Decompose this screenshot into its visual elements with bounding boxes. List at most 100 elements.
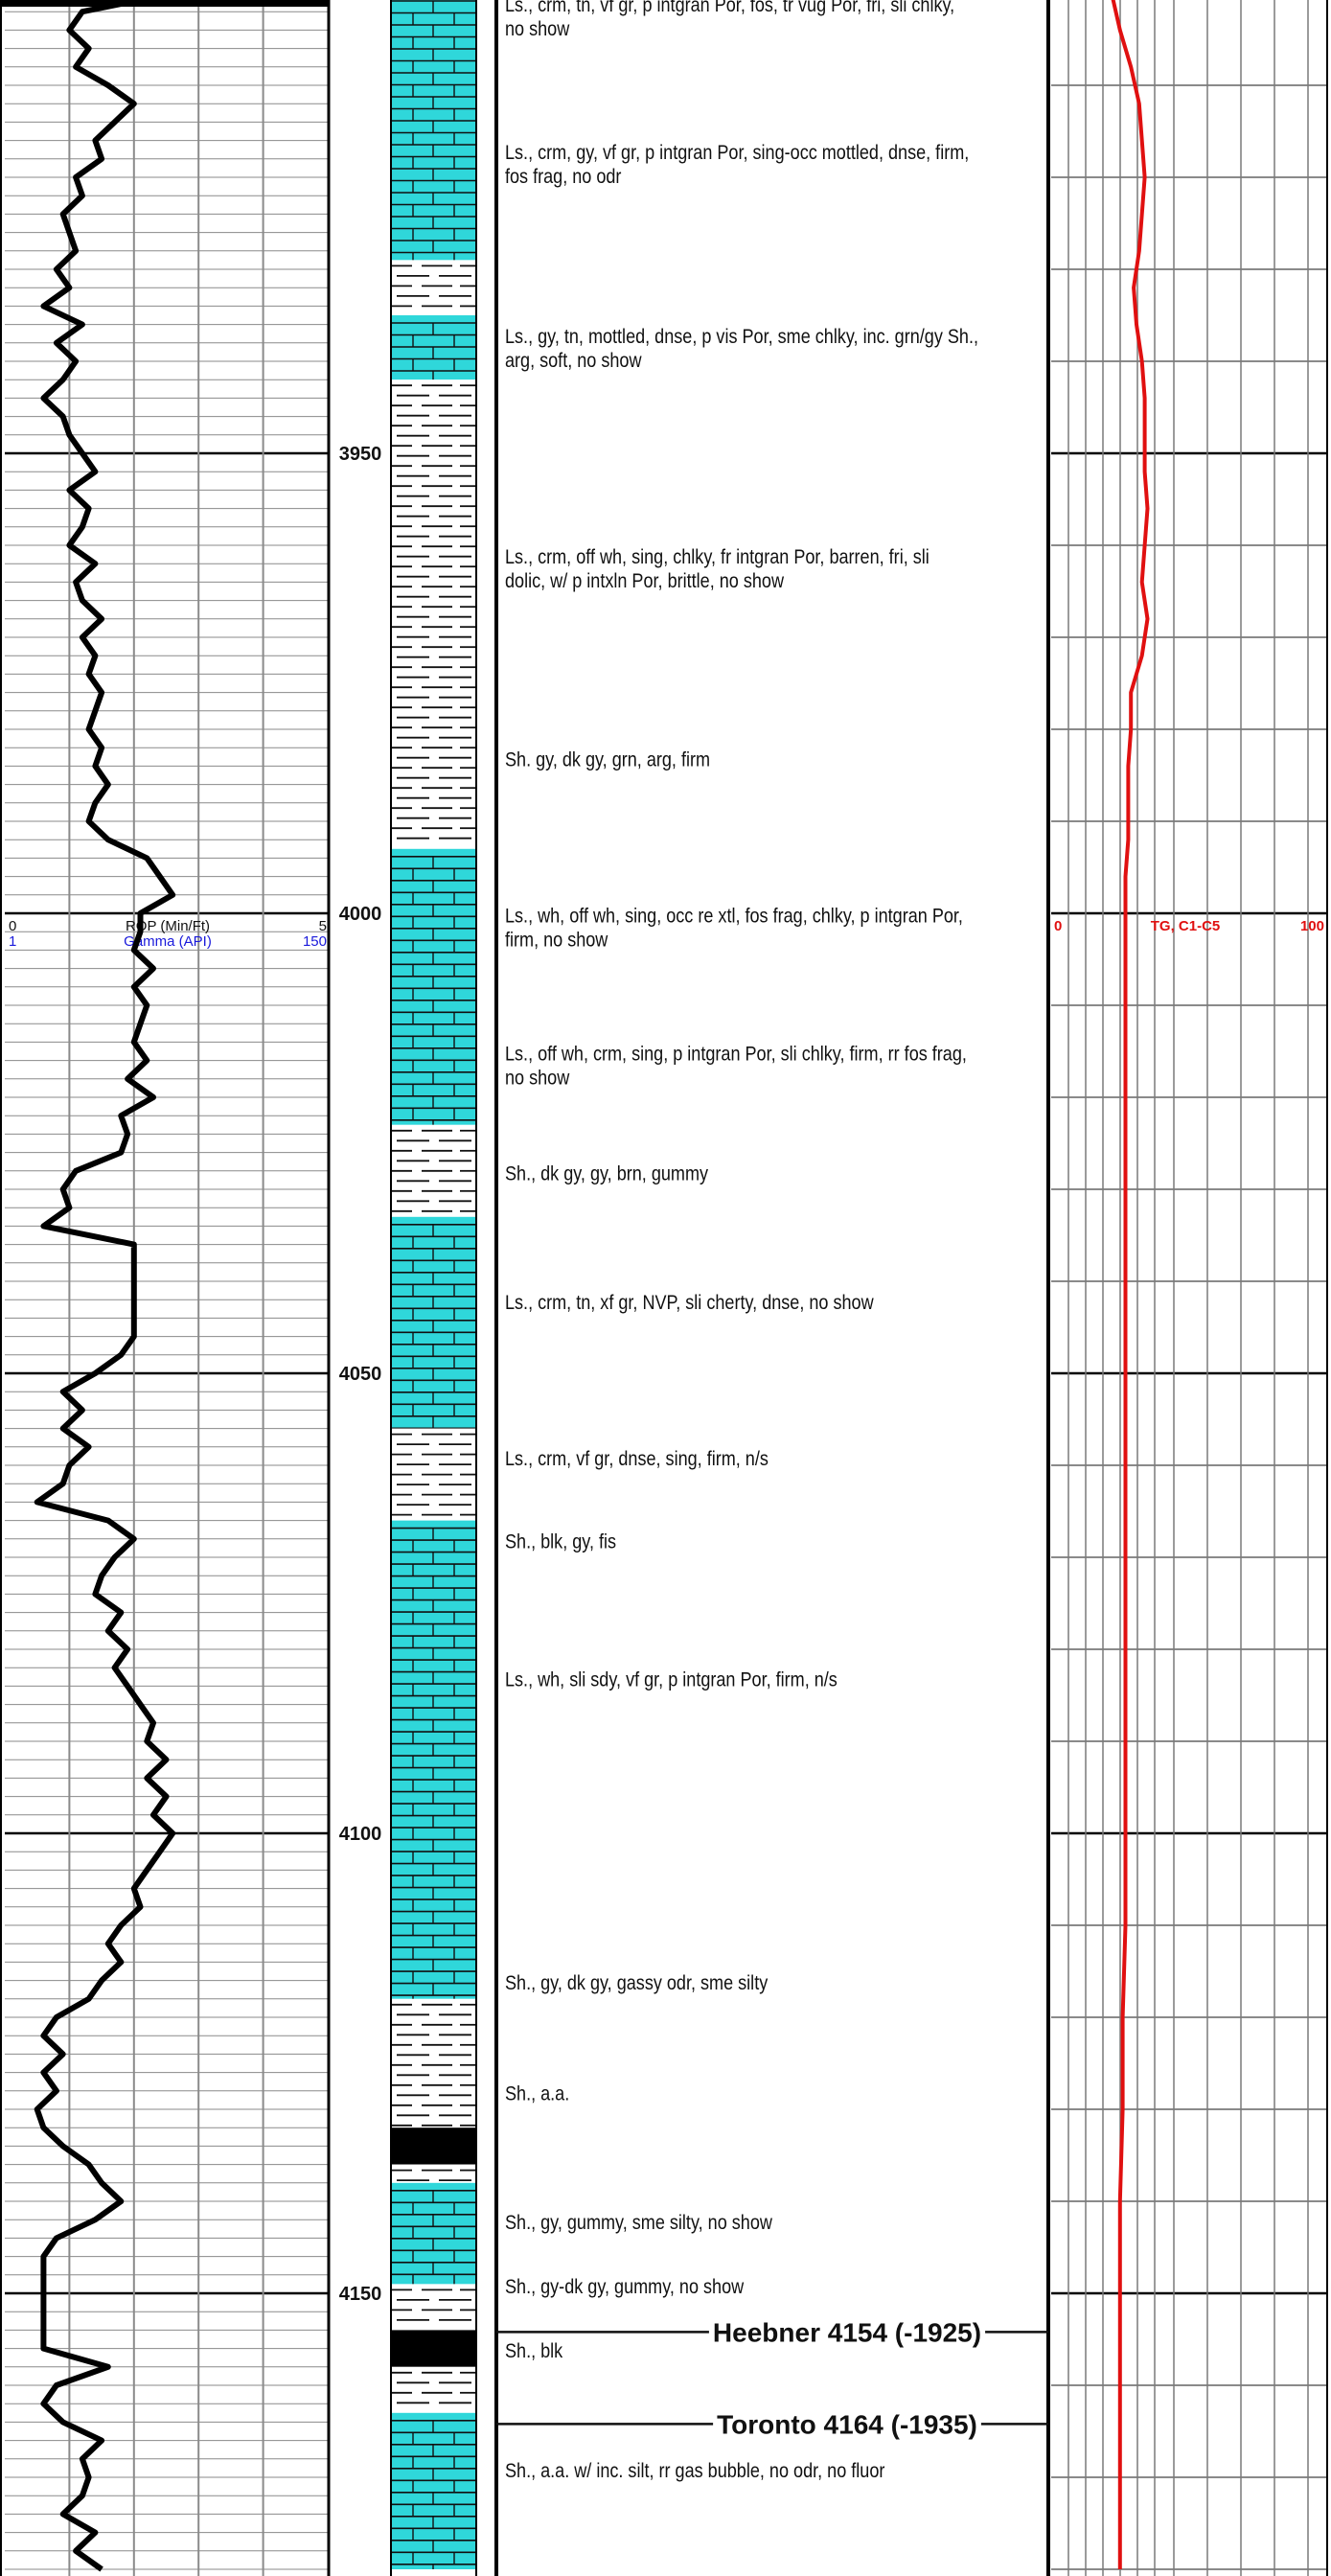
description-line: Ls., crm, off wh, sing, chlky, fr intgra… bbox=[505, 546, 929, 569]
rop-scale-max: 5 bbox=[319, 918, 327, 934]
description-line: no show bbox=[505, 1067, 570, 1090]
description-line: Sh., gy-dk gy, gummy, no show bbox=[505, 2276, 745, 2299]
lithology-limestone bbox=[392, 0, 475, 261]
lithology-limestone bbox=[392, 1520, 475, 1999]
description-line: Sh., a.a. w/ inc. silt, rr gas bubble, n… bbox=[505, 2460, 885, 2483]
description-text: Ls., crm, tn, vf gr, p intgran Por, fos,… bbox=[505, 0, 954, 41]
rop-scale-label: ROP (Min/Ft) bbox=[126, 918, 210, 934]
formation-top-label-bg bbox=[708, 2317, 986, 2348]
depth-label: 4150 bbox=[339, 2284, 382, 2305]
black-shale-fill bbox=[392, 2128, 475, 2165]
description-line: arg, soft, no show bbox=[505, 350, 642, 373]
lithology-shale bbox=[392, 1124, 475, 1217]
description-text: Ls., off wh, crm, sing, p intgran Por, s… bbox=[505, 1043, 967, 1090]
description-text: Ls., gy, tn, mottled, dnse, p vis Por, s… bbox=[505, 326, 978, 373]
total-gas-curve bbox=[1111, 0, 1150, 2569]
description-text: Sh., gy, dk gy, gassy odr, sme silty bbox=[505, 1972, 768, 1995]
lithology-shale bbox=[392, 2164, 475, 2183]
description-line: Ls., gy, tn, mottled, dnse, p vis Por, s… bbox=[505, 326, 978, 349]
description-line: Ls., off wh, crm, sing, p intgran Por, s… bbox=[505, 1043, 967, 1066]
description-text: Sh., dk gy, gy, brn, gummy bbox=[505, 1162, 708, 1185]
lithology-limestone bbox=[392, 2412, 475, 2569]
depth-label: 3900 bbox=[339, 0, 382, 5]
shale-fill bbox=[392, 380, 475, 849]
lithology-shale bbox=[392, 260, 475, 315]
limestone-fill bbox=[392, 1520, 475, 1999]
rop-track-grid bbox=[5, 0, 328, 2576]
description-line: Sh., a.a. bbox=[505, 2082, 569, 2105]
lithology-limestone bbox=[392, 2182, 475, 2285]
description-line: Sh., dk gy, gy, brn, gummy bbox=[505, 1162, 708, 1185]
formation-tops: Heebner 4154 (-1925) Toronto 4164 (-1935) bbox=[496, 2317, 1048, 2440]
description-text: Ls., wh, sli sdy, vf gr, p intgran Por, … bbox=[505, 1668, 838, 1691]
description-line: Ls., crm, gy, vf gr, p intgran Por, sing… bbox=[505, 142, 969, 165]
shale-fill bbox=[392, 2366, 475, 2413]
gamma-scale-min: 1 bbox=[9, 933, 16, 950]
description-line: Sh., gy, gummy, sme silty, no show bbox=[505, 2212, 773, 2235]
description-line: Sh. gy, dk gy, grn, arg, firm bbox=[505, 748, 710, 771]
description-text: Ls., crm, tn, xf gr, NVP, sli cherty, dn… bbox=[505, 1292, 874, 1315]
description-text: Ls., crm, off wh, sing, chlky, fr intgra… bbox=[505, 546, 929, 593]
description-text: Sh., a.a. bbox=[505, 2082, 569, 2105]
description-line: no show bbox=[505, 18, 570, 41]
lithology-shale bbox=[392, 380, 475, 849]
lithology-shale bbox=[392, 1428, 475, 1521]
formation-top-label: Toronto 4164 (-1935) bbox=[717, 2409, 977, 2439]
description-text: Sh., gy-dk gy, gummy, no show bbox=[505, 2276, 745, 2299]
description-line: dolic, w/ p intxln Por, brittle, no show bbox=[505, 570, 785, 593]
depth-label: 4000 bbox=[339, 904, 382, 925]
description-text: Sh., blk, gy, fis bbox=[505, 1530, 616, 1553]
lithology-limestone bbox=[392, 1216, 475, 1430]
log-curves bbox=[34, 0, 1150, 2572]
lithology-descriptions: Ls., crm, tn, vf gr, p intgran Por, fos,… bbox=[505, 0, 978, 2482]
depth-label: 4100 bbox=[339, 1824, 382, 1845]
lithology-limestone bbox=[392, 315, 475, 380]
lithology-black-shale bbox=[392, 2128, 475, 2165]
description-text: Sh. gy, dk gy, grn, arg, firm bbox=[505, 748, 710, 771]
description-line: Ls., wh, sli sdy, vf gr, p intgran Por, … bbox=[505, 1668, 838, 1691]
description-text: Ls., wh, off wh, sing, occ re xtl, fos f… bbox=[505, 905, 963, 952]
gamma-scale-max: 150 bbox=[303, 933, 327, 950]
lithology-shale bbox=[392, 2366, 475, 2413]
description-line: fos frag, no odr bbox=[505, 166, 622, 189]
depth-label: 3950 bbox=[339, 444, 382, 465]
description-text: Sh., a.a. w/ inc. silt, rr gas bubble, n… bbox=[505, 2460, 885, 2483]
top-border-bar bbox=[0, 0, 329, 7]
rop-scale-min: 0 bbox=[9, 918, 16, 934]
formation-top-label-bg bbox=[713, 2409, 981, 2440]
lithology-shale bbox=[392, 1998, 475, 2128]
description-line: Ls., crm, tn, vf gr, p intgran Por, fos,… bbox=[505, 0, 954, 17]
black-shale-fill bbox=[392, 2330, 475, 2367]
description-text: Ls., crm, vf gr, dnse, sing, firm, n/s bbox=[505, 1448, 769, 1471]
formation-top: Heebner 4154 (-1925) bbox=[496, 2317, 1048, 2348]
description-text: Ls., crm, gy, vf gr, p intgran Por, sing… bbox=[505, 142, 969, 189]
track-scales: 0 ROP (Min/Ft) 5 1 Gamma (API) 150 0 TG,… bbox=[9, 918, 1324, 950]
gamma-scale-label: Gamma (API) bbox=[124, 933, 212, 950]
lithology-column bbox=[392, 0, 475, 2569]
gas-scale-label: TG, C1-C5 bbox=[1151, 918, 1221, 934]
shale-fill bbox=[392, 260, 475, 315]
depth-label: 4050 bbox=[339, 1364, 382, 1385]
formation-top-label: Heebner 4154 (-1925) bbox=[713, 2317, 981, 2347]
depth-labels: 3900 3950 4000 4050 4100 4150 bbox=[339, 0, 382, 2305]
rop-curve bbox=[34, 0, 176, 2572]
description-text: Sh., gy, gummy, sme silty, no show bbox=[505, 2212, 773, 2235]
description-text: Sh., blk bbox=[505, 2340, 562, 2363]
shale-fill bbox=[392, 1998, 475, 2128]
gas-scale-max: 100 bbox=[1300, 918, 1324, 934]
description-line: firm, no show bbox=[505, 929, 608, 952]
lithology-black-shale bbox=[392, 2330, 475, 2367]
gas-scale-min: 0 bbox=[1054, 918, 1062, 934]
lithology-shale bbox=[392, 2284, 475, 2331]
lithology-limestone bbox=[392, 848, 475, 1125]
description-line: Ls., crm, vf gr, dnse, sing, firm, n/s bbox=[505, 1448, 769, 1471]
gas-track-grid bbox=[1051, 0, 1326, 2576]
shale-fill bbox=[392, 2164, 475, 2183]
shale-fill bbox=[392, 2284, 475, 2331]
description-line: Sh., blk bbox=[505, 2340, 562, 2363]
description-line: Ls., crm, tn, xf gr, NVP, sli cherty, dn… bbox=[505, 1292, 874, 1315]
formation-top: Toronto 4164 (-1935) bbox=[496, 2409, 1048, 2440]
description-line: Ls., wh, off wh, sing, occ re xtl, fos f… bbox=[505, 905, 963, 928]
